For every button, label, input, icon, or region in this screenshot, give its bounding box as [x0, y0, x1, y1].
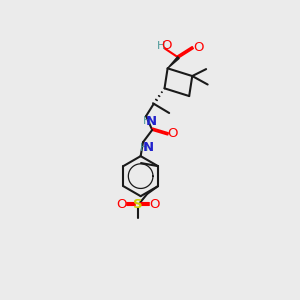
- Text: H: H: [157, 41, 165, 51]
- Text: O: O: [150, 198, 160, 211]
- Text: N: N: [146, 115, 157, 128]
- Text: O: O: [161, 39, 171, 52]
- Text: S: S: [133, 198, 143, 211]
- Text: H: H: [140, 143, 148, 153]
- Text: O: O: [116, 198, 126, 211]
- Text: N: N: [143, 141, 154, 154]
- Text: H: H: [142, 116, 151, 127]
- Text: O: O: [193, 41, 204, 54]
- Polygon shape: [168, 57, 179, 68]
- Text: O: O: [168, 127, 178, 140]
